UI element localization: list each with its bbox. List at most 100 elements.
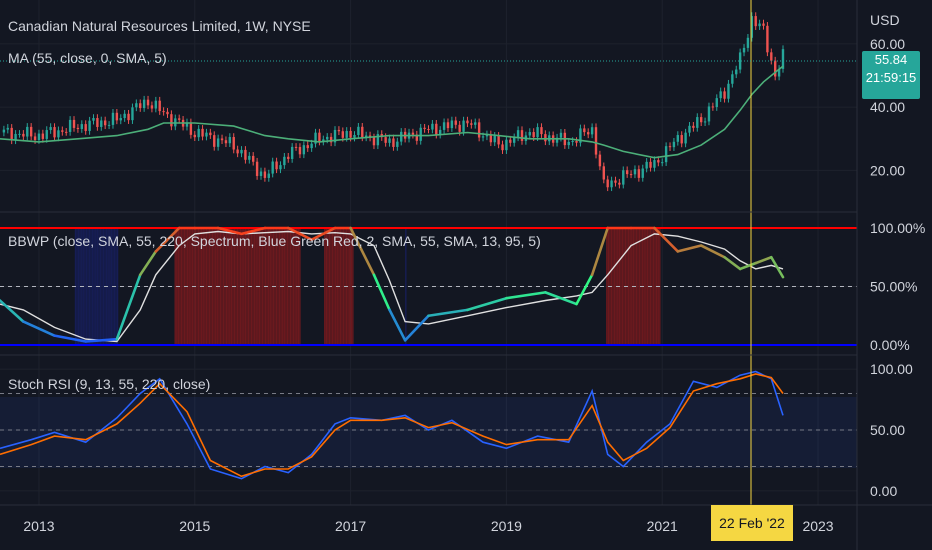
candle-body <box>711 106 715 108</box>
candle-body <box>758 23 761 27</box>
candle-body <box>154 100 158 109</box>
candle-body <box>454 120 457 125</box>
bbwp-extreme-bar <box>222 228 225 345</box>
candle-body <box>579 128 582 143</box>
candle-body <box>423 127 426 129</box>
candle-body <box>688 125 691 133</box>
candle-body <box>22 133 25 137</box>
bbwp-line-segment <box>590 226 609 277</box>
candle-body <box>411 132 415 135</box>
candle-body <box>329 136 333 143</box>
bbwp-extreme-bar <box>325 228 328 345</box>
bbwp-line-segment <box>403 314 430 342</box>
bbwp-extreme-bar <box>229 228 231 345</box>
bbwp-extreme-bar <box>244 228 247 345</box>
candle-body <box>509 139 512 143</box>
bbwp-extreme-bar <box>339 228 342 345</box>
bbwp-extreme-bar <box>631 228 633 345</box>
candle-body <box>450 120 454 129</box>
bbwp-legend[interactable]: BBWP (close, SMA, 55, 220, Spectrum, Blu… <box>8 233 541 249</box>
bbwp-extreme-bar <box>190 228 192 345</box>
candle-body <box>2 129 6 133</box>
candle-body <box>571 141 574 143</box>
ma-legend[interactable]: MA (55, close, 0, SMA, 5) <box>8 50 167 66</box>
bbwp-extreme-bar <box>278 228 281 345</box>
bbwp-extreme-bar <box>213 228 215 345</box>
candle-body <box>696 117 699 128</box>
bbwp-extreme-bar <box>643 228 645 345</box>
candle-body <box>598 154 602 167</box>
candle-body <box>532 132 535 138</box>
bbwp-line-segment <box>53 334 87 343</box>
candle-body <box>625 170 629 175</box>
bbwp-line-segment <box>154 226 181 253</box>
candle-body <box>738 52 742 70</box>
candle-body <box>536 127 539 138</box>
bbwp-extreme-bar <box>286 228 289 345</box>
bbwp-extreme-bar <box>405 228 407 345</box>
bbwp-extreme-bar <box>230 228 233 345</box>
bbwp-extreme-bar <box>277 228 279 345</box>
candle-body <box>575 141 578 143</box>
candle-body <box>213 135 216 147</box>
bbwp-extreme-bar <box>87 228 89 345</box>
candle-body <box>435 123 438 135</box>
candle-body <box>139 103 142 109</box>
candle-body <box>590 127 594 135</box>
bbwp-line-segment <box>388 308 407 342</box>
chart-title[interactable]: Canadian Natural Resources Limited, 1W, … <box>8 18 311 34</box>
x-tick-label: 2023 <box>802 518 833 534</box>
bbwp-extreme-bar <box>621 228 624 345</box>
bbwp-extreme-bar <box>182 228 184 345</box>
bbwp-extreme-bar <box>349 228 351 345</box>
candle-body <box>135 103 138 108</box>
currency-label[interactable]: USD <box>870 12 900 28</box>
candle-body <box>287 156 290 159</box>
candle-body <box>26 126 29 137</box>
bbwp-extreme-bar <box>188 228 190 345</box>
stoch-rsi-legend[interactable]: Stoch RSI (9, 13, 55, 220, close) <box>8 376 211 392</box>
bbwp-extreme-bar <box>227 228 229 345</box>
bbwp-line-segment <box>240 226 267 236</box>
candle-body <box>103 120 107 126</box>
bbwp-extreme-bar <box>341 228 343 345</box>
bbwp-extreme-bar <box>246 228 248 345</box>
candle-body <box>746 37 750 48</box>
candle-body <box>216 138 220 147</box>
bbwp-extreme-bar <box>620 228 622 345</box>
candle-body <box>773 60 777 77</box>
candle-body <box>699 117 703 123</box>
bbwp-extreme-bar <box>646 228 649 345</box>
x-tick-label: 2021 <box>647 518 678 534</box>
candle-body <box>220 138 224 141</box>
bbwp-extreme-bar <box>95 228 97 345</box>
candle-body <box>240 149 243 154</box>
candle-body <box>100 120 103 127</box>
candle-body <box>76 127 80 129</box>
candle-body <box>614 180 617 183</box>
candle-body <box>766 25 769 53</box>
candle-body <box>497 135 500 145</box>
candle-body <box>185 122 189 127</box>
candle-body <box>326 136 329 140</box>
candle-body <box>96 118 99 127</box>
y-tick-label: 20.00 <box>870 162 905 178</box>
candle-body <box>419 127 422 141</box>
candle-body <box>703 121 707 123</box>
candle-body <box>618 182 621 185</box>
candle-body <box>641 168 644 178</box>
level-lines <box>0 227 857 468</box>
candle-body <box>470 123 473 125</box>
candle-body <box>61 130 64 132</box>
candle-body <box>318 132 321 142</box>
candle-body <box>37 133 41 141</box>
bbwp-extreme-bar <box>627 228 630 345</box>
indicator-lines <box>0 65 785 480</box>
bbwp-line-segment <box>544 291 578 306</box>
bbwp-extreme-bar <box>174 228 176 345</box>
candle-body <box>88 120 91 131</box>
bbwp-extreme-bar <box>101 228 103 345</box>
candle-body <box>201 128 204 137</box>
candle-body <box>364 135 368 138</box>
